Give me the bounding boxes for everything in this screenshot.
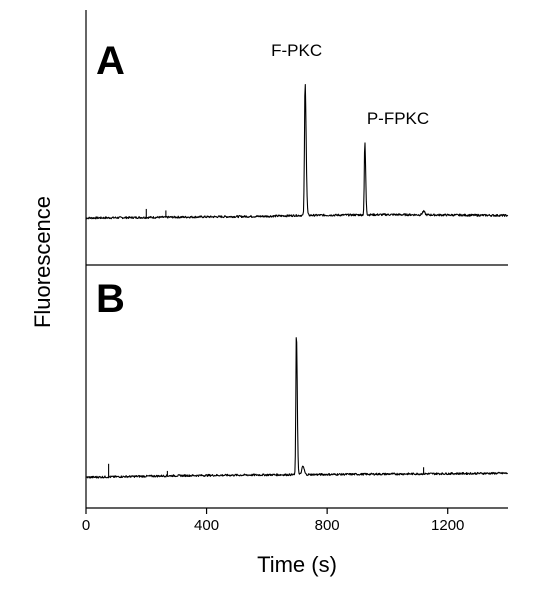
y-axis-title: Fluorescence (30, 196, 55, 328)
x-tick-label: 400 (194, 517, 219, 534)
x-tick-label: 800 (315, 517, 340, 534)
peak-label: F-PKC (271, 41, 322, 60)
panel-b: B (85, 277, 508, 479)
x-ticks: 0 400 800 1200 (82, 508, 464, 534)
trace-line (85, 337, 508, 479)
x-tick-label: 1200 (431, 517, 464, 534)
panel-letter: A (96, 39, 125, 83)
panel-a: A F-PKC P-FPKC (85, 39, 509, 220)
axes-frame (85, 10, 508, 509)
panels: A F-PKC P-FPKC B (85, 39, 509, 479)
peak-label: P-FPKC (367, 109, 429, 128)
x-axis-title: Time (s) (257, 552, 337, 577)
x-tick-label: 0 (82, 517, 90, 534)
panel-letter: B (96, 277, 125, 321)
trace-line (85, 83, 509, 220)
